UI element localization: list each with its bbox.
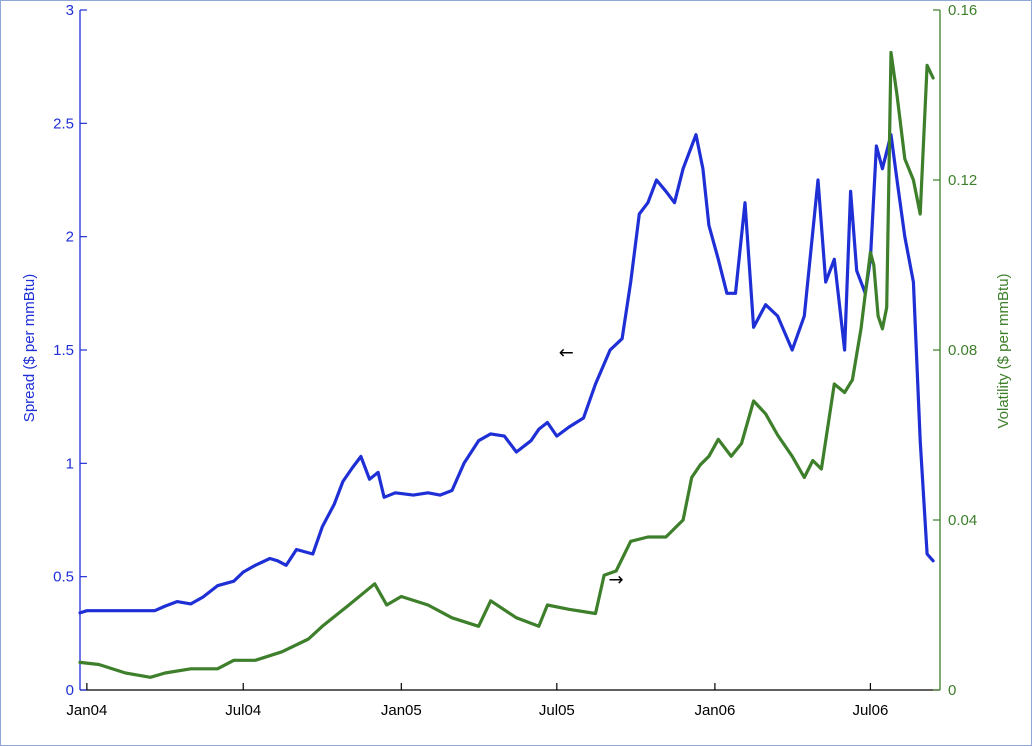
- right-tick-label: 0.04: [948, 512, 977, 529]
- x-tick-label: Jul04: [225, 702, 261, 719]
- series-layer: [78, 50, 935, 679]
- x-tick-label: Jan06: [694, 702, 735, 719]
- left-tick-label: 2.5: [53, 115, 74, 132]
- right-tick-label: 0.16: [948, 2, 977, 19]
- left-tick-label: 0: [66, 682, 74, 699]
- left-tick-label: 3: [66, 2, 74, 19]
- plot-area: [79, 10, 941, 691]
- right-axis-title: Volatility ($ per mmBtu): [995, 273, 1012, 428]
- tick-layer: 0 0.5 1 1.5 2 2.5 3 0 0.04 0.08 0.12 0.16 Jan04 Jul04…: [53, 2, 977, 719]
- x-tick-label: Jul06: [852, 702, 888, 719]
- right-tick-label: 0: [948, 682, 956, 699]
- spread-series-line: [78, 133, 935, 615]
- left-tick-label: 1.5: [53, 342, 74, 359]
- left-tick-label: 0.5: [53, 569, 74, 586]
- right-tick-label: 0.12: [948, 172, 977, 189]
- volatility-series-line: [78, 50, 935, 679]
- annotation-arrow-left: ←: [559, 342, 574, 363]
- x-tick-label: Jan05: [381, 702, 422, 719]
- x-tick-label: Jul05: [539, 702, 575, 719]
- annotation-arrow-right: →: [609, 570, 624, 591]
- right-tick-label: 0.08: [948, 342, 977, 359]
- left-tick-label: 2: [66, 229, 74, 246]
- left-axis-title: Spread ($ per mmBtu): [21, 274, 38, 422]
- x-tick-label: Jan04: [66, 702, 107, 719]
- left-tick-label: 1: [66, 455, 74, 472]
